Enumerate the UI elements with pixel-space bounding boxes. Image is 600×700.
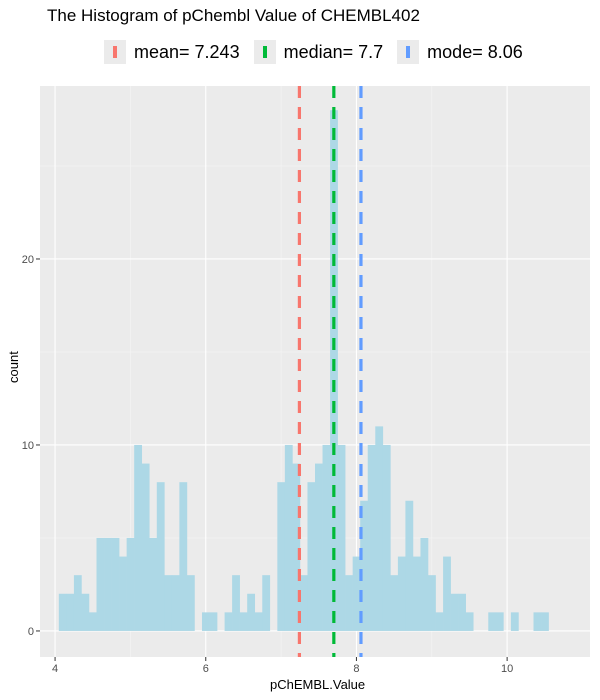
histogram-bar (435, 612, 444, 631)
histogram-bar (111, 537, 120, 631)
histogram-bar (156, 482, 165, 631)
histogram-bar (458, 593, 466, 631)
histogram-bar (149, 537, 158, 631)
histogram-bar (443, 556, 451, 631)
histogram-bar (179, 482, 188, 631)
histogram-bar (420, 537, 429, 631)
y-axis-title: count (6, 351, 21, 383)
histogram-bar (322, 444, 331, 631)
legend-item-mode: mode= 8.06 (397, 40, 523, 64)
histogram-bar (428, 575, 436, 631)
histogram-bar (450, 593, 459, 631)
histogram-bar (352, 556, 361, 631)
histogram-bar (405, 500, 414, 631)
chart-title: The Histogram of pChembl Value of CHEMBL… (47, 6, 420, 25)
histogram-bar (367, 444, 376, 631)
histogram-bar (292, 463, 301, 631)
y-tick-label: 20 (22, 254, 34, 266)
histogram-bar (375, 426, 384, 631)
histogram-bar (239, 612, 248, 631)
x-tick-label: 6 (203, 663, 209, 675)
histogram-bar (134, 444, 143, 631)
histogram-bar (88, 612, 97, 631)
histogram-bar (345, 575, 353, 631)
histogram-bar (164, 575, 173, 631)
legend-item-median: median= 7.7 (253, 40, 384, 64)
histogram-bar (254, 612, 263, 631)
x-tick-label: 10 (501, 663, 513, 675)
legend-key-mean (104, 40, 126, 64)
histogram-bar (541, 612, 549, 631)
histogram-bar (495, 612, 504, 631)
histogram-bar (533, 612, 542, 631)
histogram-bar (171, 575, 180, 631)
legend-label-mean: mean= 7.243 (134, 41, 240, 62)
histogram-bar (262, 575, 271, 631)
histogram-bar (465, 612, 474, 631)
legend-item-mean: mean= 7.243 (104, 40, 240, 64)
histogram-bar (104, 537, 112, 631)
legend-key-mode (397, 40, 420, 64)
legend-key-median (253, 40, 276, 64)
histogram-bar (73, 575, 82, 631)
histogram-bar (412, 556, 421, 631)
histogram-bar (232, 575, 240, 631)
y-tick-label: 10 (22, 440, 34, 452)
histogram-bar (201, 612, 210, 631)
histogram-bar (141, 463, 150, 631)
x-tick-label: 4 (52, 663, 58, 675)
histogram-bar (337, 444, 346, 631)
histogram-bar (119, 556, 127, 631)
histogram-bar (299, 575, 308, 631)
histogram-bar (126, 537, 135, 631)
histogram-bar (360, 500, 369, 631)
histogram-bar (96, 537, 105, 631)
histogram-bar (247, 593, 256, 631)
histogram-bar (66, 593, 75, 631)
histogram-bar (81, 593, 90, 631)
histogram-bar (277, 482, 286, 631)
histogram-bar (186, 575, 195, 631)
histogram-bar (209, 612, 218, 631)
histogram-bar (488, 612, 497, 631)
y-tick-label: 0 (28, 626, 34, 638)
x-axis-title: pChEMBL.Value (270, 677, 366, 692)
histogram-bar (382, 444, 391, 631)
histogram-bar (315, 463, 323, 631)
histogram-bar (397, 556, 406, 631)
histogram-bar (224, 612, 233, 631)
legend: mean= 7.243 median= 7.7 mode= 8.06 (104, 38, 537, 66)
histogram-bar (510, 612, 519, 631)
legend-label-median: median= 7.7 (283, 41, 384, 62)
legend-label-mode: mode= 8.06 (427, 41, 523, 62)
histogram-bar (307, 482, 316, 631)
histogram-bar (390, 575, 399, 631)
histogram-bar (284, 444, 293, 631)
x-tick-label: 8 (353, 663, 359, 675)
histogram-bar (58, 593, 67, 631)
